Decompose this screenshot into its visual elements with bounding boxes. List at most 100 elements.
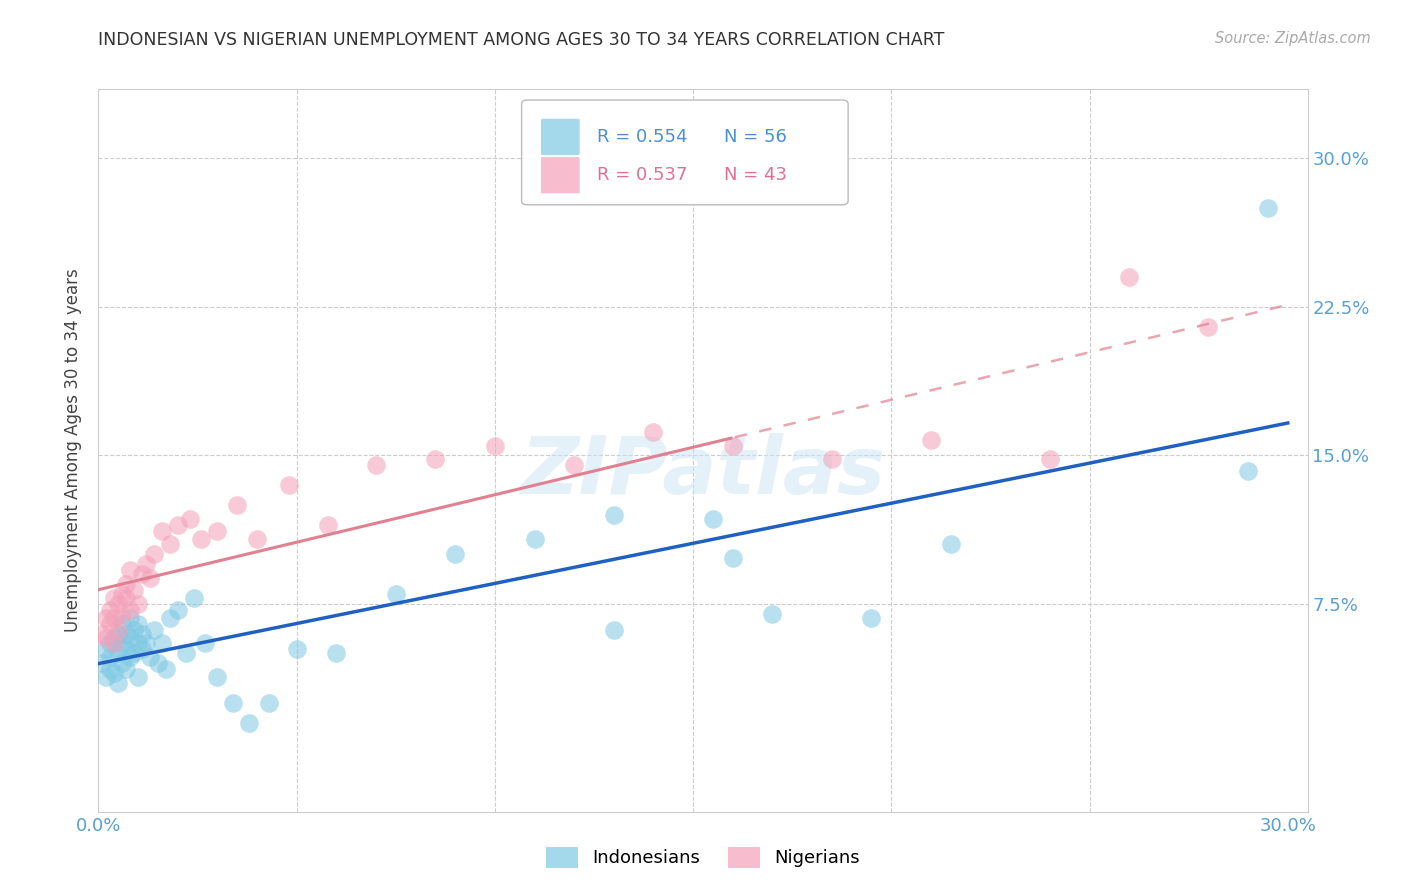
FancyBboxPatch shape	[541, 119, 579, 155]
Legend: Indonesians, Nigerians: Indonesians, Nigerians	[538, 839, 868, 875]
Point	[1257, 201, 1279, 215]
Point	[131, 642, 153, 657]
Point	[107, 676, 129, 690]
Point	[238, 715, 260, 730]
Point	[139, 650, 162, 665]
Point	[364, 458, 387, 473]
Point	[115, 662, 138, 676]
Point	[159, 611, 181, 625]
Point	[98, 662, 121, 676]
Point	[111, 587, 134, 601]
Point	[103, 666, 125, 681]
Point	[131, 626, 153, 640]
Point	[484, 438, 506, 452]
Point	[103, 631, 125, 645]
Point	[139, 571, 162, 585]
Point	[111, 636, 134, 650]
Point	[98, 636, 121, 650]
Point	[159, 537, 181, 551]
Point	[939, 537, 962, 551]
Point	[166, 517, 188, 532]
Point	[325, 646, 347, 660]
Point	[135, 636, 157, 650]
Point	[131, 567, 153, 582]
Point	[190, 532, 212, 546]
Text: Source: ZipAtlas.com: Source: ZipAtlas.com	[1215, 31, 1371, 46]
Point	[122, 582, 145, 597]
Point	[1118, 270, 1140, 285]
Point	[107, 597, 129, 611]
Point	[120, 563, 142, 577]
Point	[257, 696, 280, 710]
Point	[107, 623, 129, 637]
Point	[384, 587, 406, 601]
Point	[179, 512, 201, 526]
Point	[127, 597, 149, 611]
Point	[107, 626, 129, 640]
Point	[150, 524, 173, 538]
Point	[603, 623, 626, 637]
Point	[96, 642, 118, 657]
Point	[150, 636, 173, 650]
Point	[120, 611, 142, 625]
Point	[111, 657, 134, 671]
Point	[115, 626, 138, 640]
Text: N = 43: N = 43	[724, 166, 786, 184]
Point	[111, 607, 134, 621]
Point	[318, 517, 340, 532]
Point	[721, 551, 744, 566]
Point	[643, 425, 665, 439]
Point	[702, 512, 724, 526]
Point	[111, 616, 134, 631]
Point	[1039, 452, 1062, 467]
Point	[285, 642, 308, 657]
Point	[920, 433, 942, 447]
Point	[98, 616, 121, 631]
Point	[860, 611, 883, 625]
Point	[166, 603, 188, 617]
Point	[277, 478, 299, 492]
Point	[207, 524, 229, 538]
Point	[146, 657, 169, 671]
Text: INDONESIAN VS NIGERIAN UNEMPLOYMENT AMONG AGES 30 TO 34 YEARS CORRELATION CHART: INDONESIAN VS NIGERIAN UNEMPLOYMENT AMON…	[98, 31, 945, 49]
Point	[120, 650, 142, 665]
FancyBboxPatch shape	[541, 157, 579, 194]
Point	[122, 623, 145, 637]
Point	[122, 646, 145, 660]
Point	[127, 616, 149, 631]
Point	[103, 591, 125, 605]
Point	[142, 623, 165, 637]
Point	[246, 532, 269, 546]
Point	[103, 636, 125, 650]
Point	[444, 548, 467, 562]
Point	[207, 670, 229, 684]
Text: R = 0.537: R = 0.537	[596, 166, 688, 184]
Point	[761, 607, 783, 621]
Point	[91, 626, 114, 640]
Point	[135, 558, 157, 572]
Point	[115, 642, 138, 657]
Point	[91, 657, 114, 671]
FancyBboxPatch shape	[522, 100, 848, 205]
Point	[1198, 319, 1220, 334]
Point	[115, 591, 138, 605]
Point	[562, 458, 585, 473]
Point	[98, 603, 121, 617]
Point	[222, 696, 245, 710]
Point	[226, 498, 249, 512]
Text: N = 56: N = 56	[724, 128, 786, 146]
Text: ZIPatlas: ZIPatlas	[520, 434, 886, 511]
Point	[183, 591, 205, 605]
Point	[107, 646, 129, 660]
Point	[127, 636, 149, 650]
Point	[155, 662, 177, 676]
Point	[96, 611, 118, 625]
Point	[174, 646, 197, 660]
Point	[120, 631, 142, 645]
Y-axis label: Unemployment Among Ages 30 to 34 years: Unemployment Among Ages 30 to 34 years	[65, 268, 83, 632]
Point	[721, 438, 744, 452]
Point	[115, 577, 138, 591]
Point	[194, 636, 217, 650]
Point	[98, 650, 121, 665]
Point	[127, 670, 149, 684]
